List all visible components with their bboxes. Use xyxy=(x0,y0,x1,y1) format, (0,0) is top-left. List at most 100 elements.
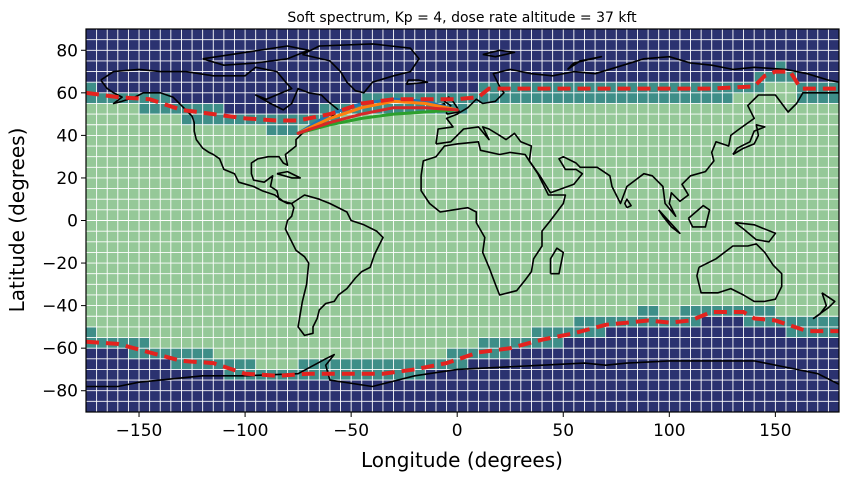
heatmap-cell xyxy=(170,199,182,211)
heatmap-cell xyxy=(107,146,119,158)
heatmap-cell xyxy=(234,241,246,253)
heatmap-cell xyxy=(785,135,797,147)
heatmap-cell xyxy=(372,71,384,83)
heatmap-cell xyxy=(626,39,638,51)
heatmap-cell xyxy=(722,50,734,62)
heatmap-cell xyxy=(287,167,299,179)
heatmap-cell xyxy=(701,114,713,126)
heatmap-cell xyxy=(149,337,161,349)
heatmap-cell xyxy=(658,358,670,370)
heatmap-cell xyxy=(478,135,490,147)
heatmap-cell xyxy=(679,146,691,158)
heatmap-cell xyxy=(96,146,108,158)
heatmap-cell xyxy=(149,263,161,275)
heatmap-cell xyxy=(489,103,501,115)
heatmap-cell xyxy=(160,29,172,41)
heatmap-cell xyxy=(329,263,341,275)
heatmap-cell xyxy=(96,337,108,349)
heatmap-cell xyxy=(722,156,734,168)
heatmap-cell xyxy=(404,337,416,349)
heatmap-cell xyxy=(616,273,628,285)
heatmap-cell xyxy=(107,29,119,41)
heatmap-cell xyxy=(457,177,469,189)
heatmap-cell xyxy=(722,316,734,328)
heatmap-cell xyxy=(690,71,702,83)
heatmap-cell xyxy=(192,39,204,51)
heatmap-cell xyxy=(563,380,575,392)
heatmap-cell xyxy=(520,71,532,83)
heatmap-cell xyxy=(785,252,797,264)
heatmap-cell xyxy=(679,29,691,41)
heatmap-cell xyxy=(764,29,776,41)
heatmap-cell xyxy=(573,177,585,189)
heatmap-cell xyxy=(457,82,469,94)
heatmap-cell xyxy=(690,337,702,349)
heatmap-cell xyxy=(170,263,182,275)
heatmap-cell xyxy=(531,358,543,370)
heatmap-cell xyxy=(616,92,628,104)
heatmap-cell xyxy=(732,241,744,253)
heatmap-cell xyxy=(351,284,363,296)
x-tick-label: 50 xyxy=(552,421,574,441)
heatmap-cell xyxy=(340,124,352,136)
heatmap-cell xyxy=(234,326,246,338)
heatmap-cell xyxy=(361,103,373,115)
heatmap-cell xyxy=(626,305,638,317)
heatmap-cell xyxy=(616,263,628,275)
heatmap-cell xyxy=(796,114,808,126)
heatmap-cell xyxy=(510,220,522,232)
heatmap-cell xyxy=(382,135,394,147)
heatmap-cell xyxy=(807,241,819,253)
heatmap-cell xyxy=(223,92,235,104)
heatmap-cell xyxy=(223,103,235,115)
heatmap-cell xyxy=(86,209,98,221)
heatmap-cell xyxy=(658,103,670,115)
heatmap-cell xyxy=(690,209,702,221)
heatmap-cell xyxy=(510,156,522,168)
heatmap-cell xyxy=(732,284,744,296)
heatmap-cell xyxy=(393,167,405,179)
heatmap-cell xyxy=(563,124,575,136)
heatmap-cell xyxy=(393,156,405,168)
heatmap-cell xyxy=(435,177,447,189)
heatmap-cell xyxy=(595,305,607,317)
heatmap-cell xyxy=(202,92,214,104)
heatmap-cell xyxy=(351,348,363,360)
heatmap-cell xyxy=(807,50,819,62)
heatmap-cell xyxy=(86,29,98,41)
heatmap-cell xyxy=(266,263,278,275)
heatmap-cell xyxy=(701,316,713,328)
heatmap-cell xyxy=(117,369,129,381)
heatmap-cell xyxy=(775,177,787,189)
heatmap-cell xyxy=(170,316,182,328)
heatmap-cell xyxy=(160,241,172,253)
heatmap-cell xyxy=(86,252,98,264)
heatmap-cell xyxy=(817,124,829,136)
heatmap-cell xyxy=(86,369,98,381)
heatmap-cell xyxy=(435,29,447,41)
heatmap-cell xyxy=(361,50,373,62)
heatmap-cell xyxy=(287,305,299,317)
heatmap-cell xyxy=(828,390,839,402)
heatmap-cell xyxy=(160,220,172,232)
heatmap-cell xyxy=(425,220,437,232)
heatmap-cell xyxy=(192,103,204,115)
heatmap-cell xyxy=(637,135,649,147)
heatmap-cell xyxy=(732,337,744,349)
heatmap-cell xyxy=(149,188,161,200)
heatmap-cell xyxy=(107,316,119,328)
heatmap-cell xyxy=(796,284,808,296)
heatmap-cell xyxy=(276,326,288,338)
heatmap-cell xyxy=(128,199,140,211)
heatmap-cell xyxy=(722,124,734,136)
heatmap-cell xyxy=(573,252,585,264)
heatmap-cell xyxy=(478,156,490,168)
heatmap-cell xyxy=(213,252,225,264)
heatmap-cell xyxy=(499,380,511,392)
heatmap-cell xyxy=(711,82,723,94)
heatmap-cell xyxy=(690,263,702,275)
heatmap-cell xyxy=(478,209,490,221)
heatmap-cell xyxy=(223,167,235,179)
heatmap-cell xyxy=(552,401,564,412)
heatmap-cell xyxy=(393,358,405,370)
